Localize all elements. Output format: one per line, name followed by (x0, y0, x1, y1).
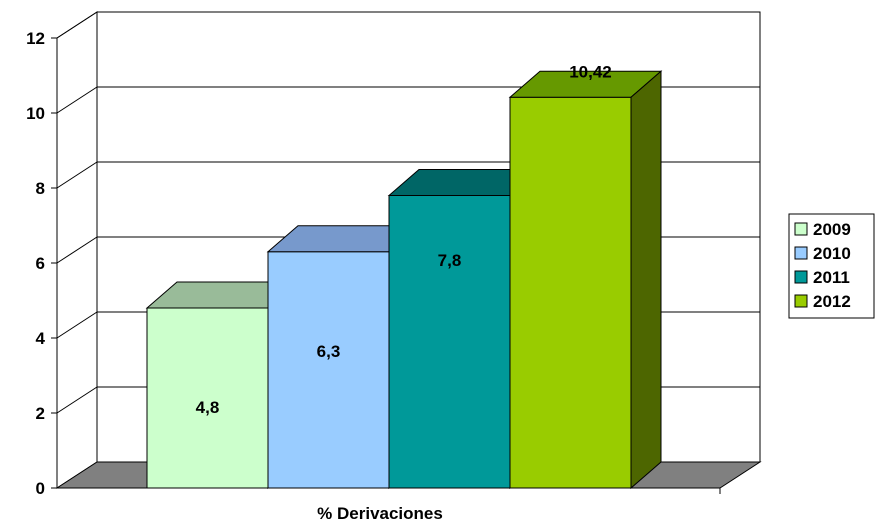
bar-front-2009 (146, 307, 269, 489)
legend-label-2012: 2012 (813, 292, 851, 311)
data-label-2011: 7,8 (438, 251, 462, 270)
y-tick-label: 2 (36, 404, 45, 423)
y-tick-label: 0 (36, 479, 45, 498)
data-label-2012: 10,42 (569, 62, 612, 81)
data-label-2009: 4,8 (196, 398, 220, 417)
gridline-side (56, 86, 98, 114)
legend-swatch-2009 (794, 222, 808, 236)
y-tick-label: 8 (36, 179, 45, 198)
gridline-side (56, 311, 98, 339)
bar-side-2012 (630, 70, 662, 490)
gridline-side (56, 236, 98, 264)
bar-front-2011 (388, 195, 511, 489)
y-tick-label: 10 (26, 104, 45, 123)
gridline-side (56, 11, 98, 39)
legend-swatch-2011 (794, 270, 808, 284)
legend: 2009 2010 2011 2012 (788, 213, 875, 319)
bar-2012 (508, 70, 663, 490)
bars (145, 70, 663, 490)
bar-front-2012 (509, 96, 632, 489)
data-label-2010: 6,3 (317, 342, 341, 361)
y-tick-label: 6 (36, 254, 45, 273)
legend-label-2010: 2010 (813, 244, 851, 263)
bar-front-2010 (267, 251, 390, 489)
legend-label-2009: 2009 (813, 220, 851, 239)
x-axis-label: % Derivaciones (317, 504, 443, 523)
legend-swatch-2010 (794, 246, 808, 260)
legend-swatch-2012 (794, 294, 808, 308)
data-labels: 4,8 6,3 7,8 10,42 (196, 62, 612, 417)
gridline-side (56, 386, 98, 414)
y-tick-label: 4 (36, 329, 46, 348)
gridline-side (56, 161, 98, 189)
legend-label-2011: 2011 (813, 268, 850, 287)
y-tick-label: 12 (26, 29, 45, 48)
